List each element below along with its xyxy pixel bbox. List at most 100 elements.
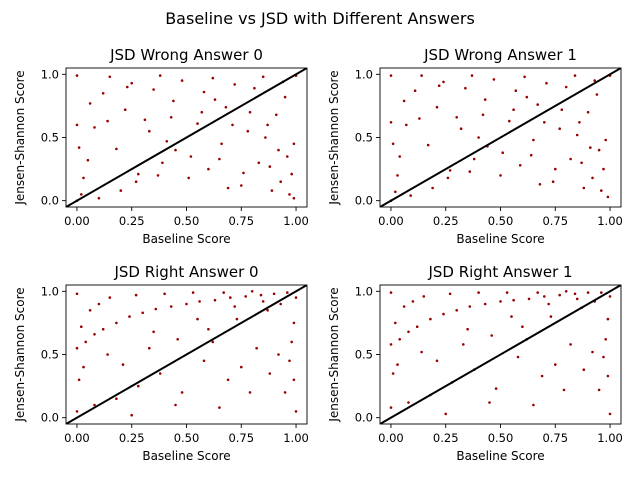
scatter-point [240,365,243,369]
scatter-point [554,167,557,171]
subplot-3: 0.00 0.25 0.50 0.75 1.00 0.0 0.5 1.0 JSD Right A… [13,263,309,463]
scatter-point [213,298,217,302]
scatter-point [141,311,144,315]
scatter-point [180,79,184,82]
x-tick-label: 1.00 [283,431,309,445]
scatter-point [446,176,450,180]
scatter-point [494,387,498,390]
scatter-point [292,196,296,200]
scatter-point [558,127,561,130]
scatter-point [220,142,223,146]
subplot-title: JSD Right Answer 1 [427,263,572,281]
scatter-point [391,372,395,375]
scatter-point [402,305,406,308]
scatter-point [389,343,393,346]
scatter-point [207,167,210,171]
scatter-point [466,327,469,331]
scatter-point [286,155,289,158]
scatter-point [248,391,252,394]
scatter-point [608,295,612,298]
scatter-point [229,296,232,299]
scatter-point [211,340,215,344]
scatter-point [106,353,109,356]
diagonal-reference-line [66,68,307,207]
scatter-point [75,346,79,350]
scatter-point [130,413,133,417]
x-tick-label: 0.75 [542,214,568,228]
scatter-point [156,174,160,177]
scatter-point [77,378,81,382]
scatter-point [77,146,81,149]
scatter-point [163,292,166,296]
scatter-point [80,193,83,196]
scatter-point [394,321,397,325]
scatter-point [455,309,459,312]
scatter-point [266,309,269,312]
scatter-point [108,75,112,79]
scatter-point [266,123,269,127]
scatter-point [508,119,511,123]
scatter-point [589,146,592,149]
subplot-1: 0.00 0.25 0.50 0.75 1.00 0.0 0.5 1.0 JSD Wrong A… [13,46,309,246]
scatter-point [180,391,184,394]
scatter-point [488,401,491,404]
scatter-point [554,363,557,366]
scatter-point [176,338,179,341]
x-tick-label: 0.00 [378,214,404,228]
scatter-point [134,180,138,183]
scatter-point [218,157,221,161]
scatter-point [244,295,247,298]
subplot-4: 0.00 0.25 0.50 0.75 1.00 0.0 0.5 1.0 JSD Right A… [327,263,623,463]
scatter-point [222,291,225,294]
scatter-point [248,110,252,114]
scatter-point [75,292,79,296]
scatter-point [459,127,463,130]
scatter-point [435,359,439,363]
scatter-point [582,186,586,190]
scatter-point [279,180,283,183]
scatter-point [426,143,430,147]
scatter-point [101,327,105,331]
scatter-point [448,169,452,172]
scatter-point [137,172,140,176]
scatter-point [185,302,188,306]
x-tick-label: 0.00 [64,431,90,445]
scatter-point [196,122,199,125]
y-tick-label: 1.0 [41,67,59,81]
scatter-point [172,99,175,103]
scatter-point [261,75,265,79]
scatter-point [148,346,151,350]
scatter-point [597,148,601,152]
scatter-point [268,372,272,375]
scatter-point [283,391,287,394]
subplot-title: JSD Right Answer 0 [113,263,258,281]
scatter-point [174,403,177,407]
scatter-point [604,138,607,142]
x-tick-label: 0.00 [64,214,90,228]
scatter-point [158,74,162,77]
scatter-point [226,378,230,382]
scatter-point [268,165,272,168]
scatter-point [586,291,590,294]
scatter-point [396,174,399,177]
scatter-points [75,74,298,202]
x-tick-label: 0.25 [433,431,459,445]
scatter-point [121,363,125,366]
scatter-point [415,325,419,329]
scatter-point [161,161,164,165]
scatter-point [405,123,408,127]
scatter-point [169,305,173,308]
scatter-point [501,151,505,154]
scatter-point [575,297,579,301]
scatter-point [538,183,542,186]
scatter-point [80,325,83,329]
x-tick-label: 0.25 [433,214,459,228]
scatter-point [246,129,250,133]
scatter-point [398,155,402,158]
x-tick-label: 0.50 [488,431,514,445]
scatter-point [115,397,118,401]
scatter-point [558,293,561,297]
scatter-point [292,321,296,325]
scatter-point [543,121,546,124]
